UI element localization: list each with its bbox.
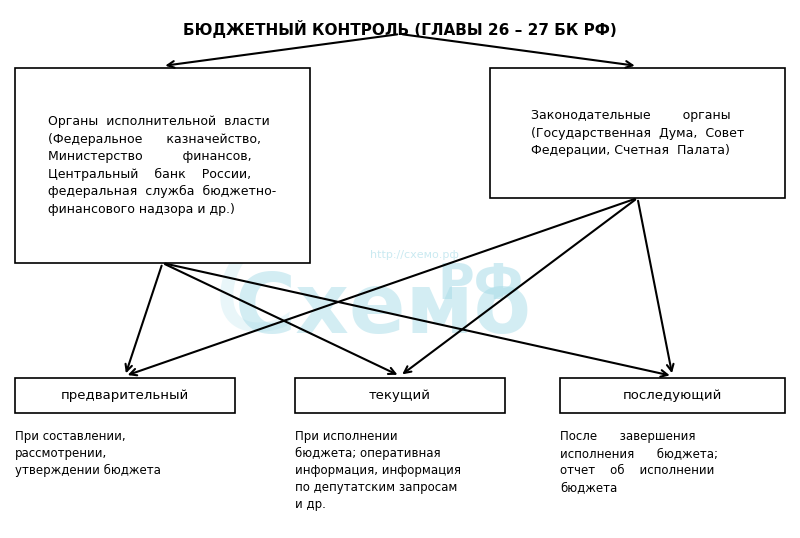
Text: Законодательные        органы
(Государственная  Дума,  Совет
Федерации, Счетная : Законодательные органы (Государственная … xyxy=(531,109,744,157)
Text: http://схемо.рф: http://схемо.рф xyxy=(370,250,459,260)
Bar xyxy=(490,68,785,198)
Text: предварительный: предварительный xyxy=(61,389,189,402)
Bar xyxy=(560,378,785,413)
Text: Схемо: Схемо xyxy=(235,270,532,350)
Text: РФ: РФ xyxy=(437,261,523,309)
Text: БЮДЖЕТНЫЙ КОНТРОЛЬ (ГЛАВЫ 26 – 27 БК РФ): БЮДЖЕТНЫЙ КОНТРОЛЬ (ГЛАВЫ 26 – 27 БК РФ) xyxy=(183,20,617,38)
Bar xyxy=(15,68,310,263)
Text: После      завершения
исполнения      бюджета;
отчет    об    исполнении
бюджета: После завершения исполнения бюджета; отч… xyxy=(560,430,718,494)
Text: C: C xyxy=(215,235,302,356)
Bar xyxy=(15,378,235,413)
Bar xyxy=(295,378,505,413)
Text: При составлении,
рассмотрении,
утверждении бюджета: При составлении, рассмотрении, утвержден… xyxy=(15,430,161,477)
Text: Органы  исполнительной  власти
(Федеральное      казначейство,
Министерство     : Органы исполнительной власти (Федерально… xyxy=(48,115,277,216)
Text: текущий: текущий xyxy=(369,389,431,402)
Text: При исполнении
бюджета; оперативная
информация, информация
по депутатским запрос: При исполнении бюджета; оперативная инфо… xyxy=(295,430,461,511)
Text: последующий: последующий xyxy=(623,389,722,402)
